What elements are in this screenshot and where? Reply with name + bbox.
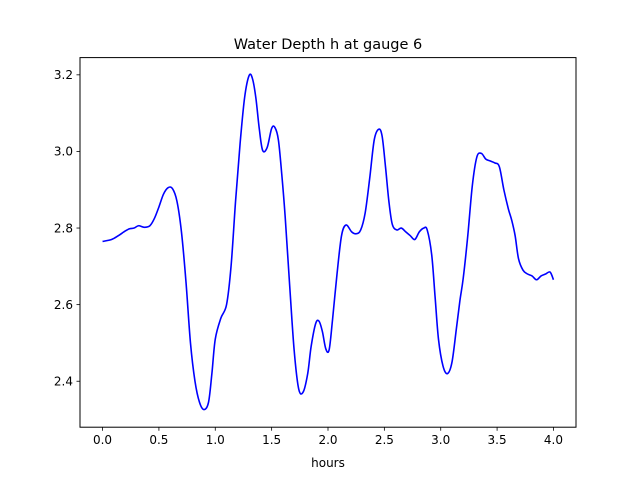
x-tick-label: 2.5 bbox=[375, 433, 394, 447]
series-line bbox=[102, 73, 555, 411]
plot-area bbox=[102, 73, 555, 411]
x-tick-label: 0.5 bbox=[149, 433, 168, 447]
axis-ticks: 0.0 0.5 1.0 1.5 2.0 2.5 3.0 3.5 4.0 2.4 2.6 2.8 3.0 3… bbox=[54, 68, 563, 447]
x-tick-label: 2.0 bbox=[318, 433, 337, 447]
x-tick-label: 3.5 bbox=[488, 433, 507, 447]
x-tick-label: 3.0 bbox=[431, 433, 450, 447]
x-axis-label: hours bbox=[311, 456, 345, 470]
chart-title: Water Depth h at gauge 6 bbox=[234, 37, 422, 53]
y-tick-label: 2.4 bbox=[54, 375, 73, 389]
x-tick-label: 1.5 bbox=[262, 433, 281, 447]
y-tick-label: 2.8 bbox=[54, 221, 73, 235]
x-tick-label: 4.0 bbox=[544, 433, 563, 447]
y-tick-label: 3.2 bbox=[54, 68, 73, 82]
y-tick-label: 2.6 bbox=[54, 298, 73, 312]
plot-frame bbox=[79, 57, 577, 428]
x-tick-label: 1.0 bbox=[206, 433, 225, 447]
x-tick-label: 0.0 bbox=[93, 433, 112, 447]
y-tick-label: 3.0 bbox=[54, 145, 73, 159]
